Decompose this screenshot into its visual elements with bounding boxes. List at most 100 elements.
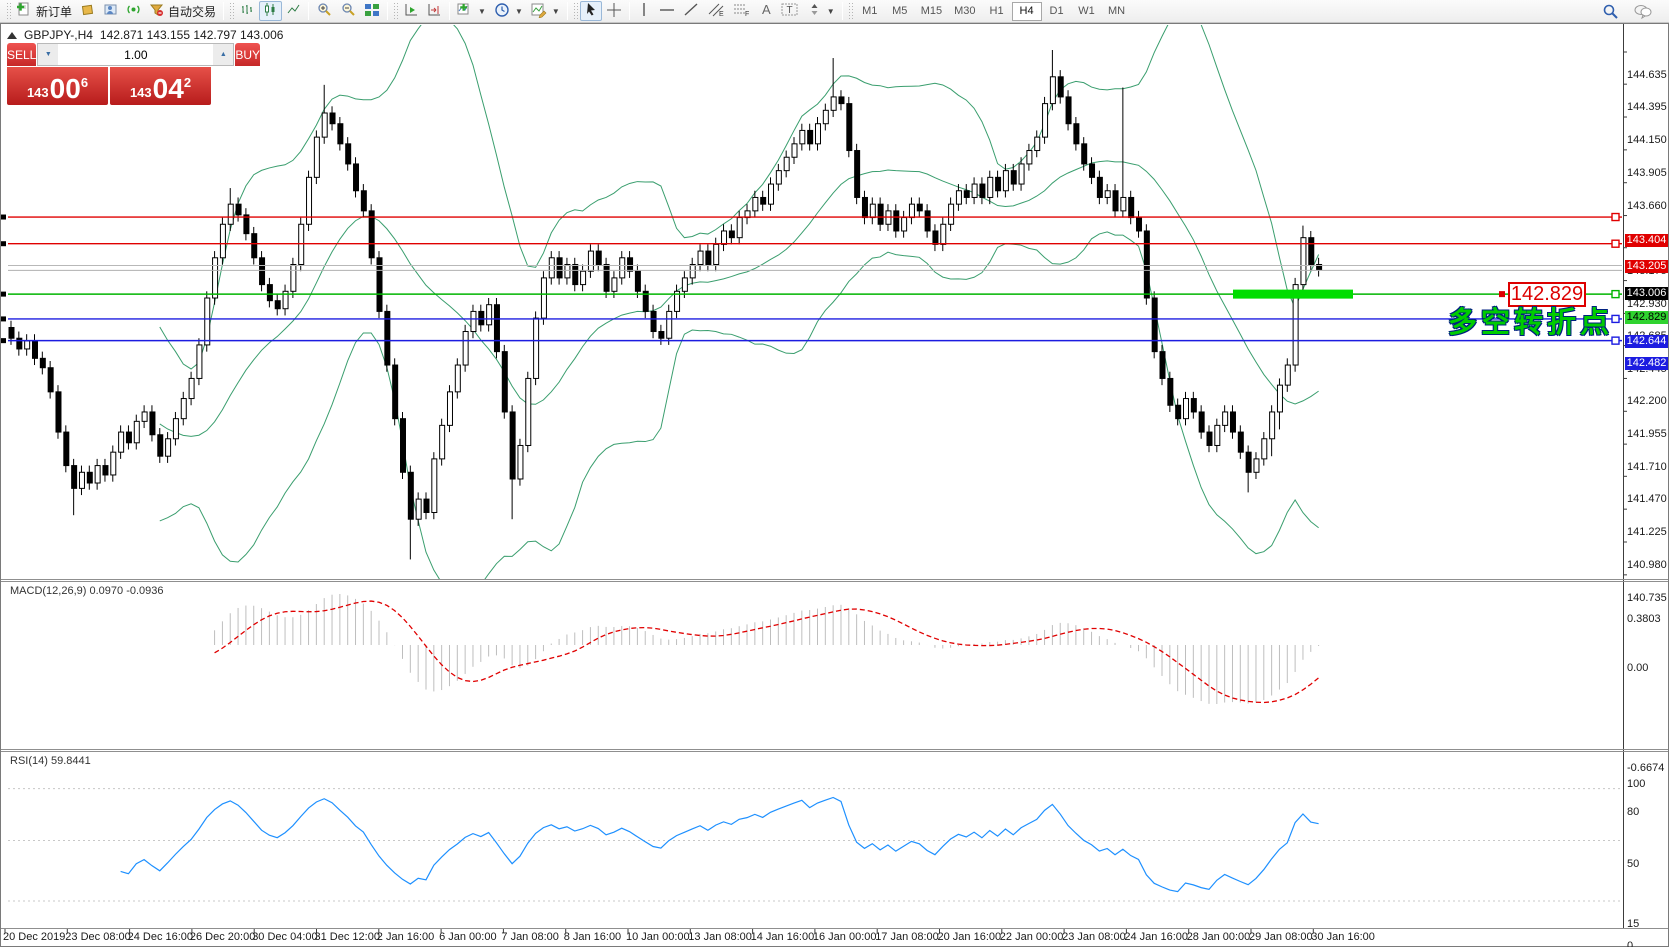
autotrading-label: 自动交易 [168, 4, 217, 19]
market-watch-button[interactable] [76, 1, 99, 21]
autotrading-button[interactable]: 自动交易 [145, 1, 220, 21]
timeframe-m30[interactable]: M30 [954, 5, 976, 17]
buy-price-panel[interactable]: 143 04 2 [110, 67, 211, 105]
toolbar: 新订单 自动交易 [0, 0, 1669, 23]
new-order-label: 新订单 [36, 4, 73, 19]
timeframe-m15[interactable]: M15 [920, 5, 943, 17]
signals-icon [126, 2, 141, 20]
new-order-button[interactable]: 新订单 [13, 1, 76, 21]
timeframe-m5[interactable]: M5 [892, 5, 908, 17]
buy-button[interactable]: BUY [235, 43, 261, 66]
arrows-icon [807, 2, 822, 20]
chart-shift-button[interactable] [423, 1, 446, 21]
fibonacci-button[interactable]: F [729, 1, 755, 21]
chat-button[interactable] [1629, 1, 1657, 21]
frame [0, 23, 1669, 947]
timeframe-m1[interactable]: M1 [862, 5, 878, 17]
buy-price-prefix: 143 [129, 85, 152, 100]
indicators-caret: ▼ [478, 6, 486, 16]
toolbar-drag-handle[interactable] [393, 2, 399, 20]
crosshair-button[interactable] [602, 1, 626, 21]
bid-ask-lines [8, 265, 1622, 271]
trendline-button[interactable] [679, 1, 703, 21]
periods-button[interactable]: ▼ [490, 1, 527, 21]
text-label-icon: T [781, 2, 799, 20]
toolbar-drag-handle[interactable] [229, 2, 235, 20]
equidistant-channel-button[interactable]: E [703, 1, 729, 21]
indicators-button[interactable]: ▼ [453, 1, 490, 21]
timeframe-h1[interactable]: H1 [989, 5, 1004, 17]
arrows-button[interactable]: ▼ [803, 1, 839, 21]
signals-button[interactable] [122, 1, 145, 21]
vertical-line-button[interactable] [633, 1, 655, 21]
line-chart-button[interactable] [282, 1, 305, 21]
profiles-icon [103, 2, 118, 20]
volume-up-button[interactable]: ▲ [213, 44, 234, 65]
profiles-button[interactable] [99, 1, 122, 21]
templates-caret: ▼ [551, 6, 560, 16]
vertical-line-icon [638, 2, 650, 20]
zoom-in-button[interactable] [312, 1, 336, 21]
sell-price-big: 00 [49, 73, 81, 104]
periods-icon [494, 2, 510, 21]
horizontal-line-icon [659, 3, 675, 20]
text-icon: A [759, 2, 773, 20]
bar-chart-icon [240, 2, 255, 20]
rsi-pane [8, 788, 1622, 902]
auto-scroll-button[interactable] [400, 1, 423, 21]
sell-button[interactable]: SELL [7, 43, 37, 66]
macd-pane [214, 594, 1320, 705]
volume-spinner: ▼ ▲ [37, 43, 235, 66]
zoom-out-button[interactable] [336, 1, 360, 21]
cursor-button[interactable] [579, 1, 602, 21]
chart-area[interactable]: GBPJPY-,H4 142.871 143.155 142.797 143.0… [0, 23, 1669, 947]
indicators-icon [457, 2, 473, 21]
horizontal-line-objects [1, 212, 1622, 345]
crosshair-icon [606, 2, 622, 21]
text-label-button[interactable]: T [777, 1, 803, 21]
search-button[interactable] [1598, 1, 1623, 21]
templates-button[interactable]: ▼ [527, 1, 564, 21]
svg-text:T: T [786, 5, 792, 16]
line-chart-icon [286, 2, 301, 20]
timeframe-h4[interactable]: H4 [1011, 1, 1042, 21]
periods-caret: ▼ [514, 6, 523, 16]
market-watch-icon [80, 2, 95, 20]
sell-price-sup: 6 [80, 75, 89, 90]
volume-down-button[interactable]: ▼ [38, 44, 59, 65]
horizontal-line-button[interactable] [655, 1, 679, 21]
timeframe-w1[interactable]: W1 [1078, 5, 1095, 17]
bollinger-bands [159, 25, 1320, 579]
toolbar-drag-handle[interactable] [6, 2, 11, 20]
trendline-icon [683, 2, 699, 20]
candlestick-chart-icon [263, 2, 278, 20]
highlight-zone-bar[interactable] [1233, 289, 1353, 299]
timeframe-d1[interactable]: D1 [1049, 5, 1064, 17]
candlestick-chart-button[interactable] [259, 1, 283, 21]
timeframe-mn[interactable]: MN [1107, 5, 1126, 17]
zoom-out-icon [340, 2, 356, 21]
toolbar-drag-handle[interactable] [847, 2, 853, 20]
timeframe-group: M1 M5 M15 M30 H1 H4 D1 W1 MN [855, 1, 1132, 21]
sell-price-prefix: 143 [26, 85, 49, 100]
templates-icon [531, 2, 547, 21]
chart-shift-icon [427, 2, 442, 20]
buy-price-sup: 2 [183, 75, 192, 90]
tile-windows-icon [364, 2, 380, 21]
cursor-icon [584, 2, 598, 20]
auto-scroll-icon [404, 2, 419, 20]
zoom-in-icon [316, 2, 332, 21]
sell-price-panel[interactable]: 143 00 6 [7, 67, 108, 105]
text-button[interactable]: A [755, 1, 777, 21]
toolbar-drag-handle[interactable] [572, 2, 578, 20]
svg-text:F: F [745, 11, 749, 17]
autotrading-icon [149, 2, 164, 20]
bar-chart-button[interactable] [236, 1, 259, 21]
price-callout-box[interactable]: 142.829 [1508, 282, 1586, 307]
new-order-icon [17, 2, 32, 20]
svg-text:A: A [762, 2, 771, 17]
chart-canvas [0, 23, 1669, 947]
volume-input[interactable] [58, 44, 214, 65]
tile-windows-button[interactable] [360, 1, 384, 21]
